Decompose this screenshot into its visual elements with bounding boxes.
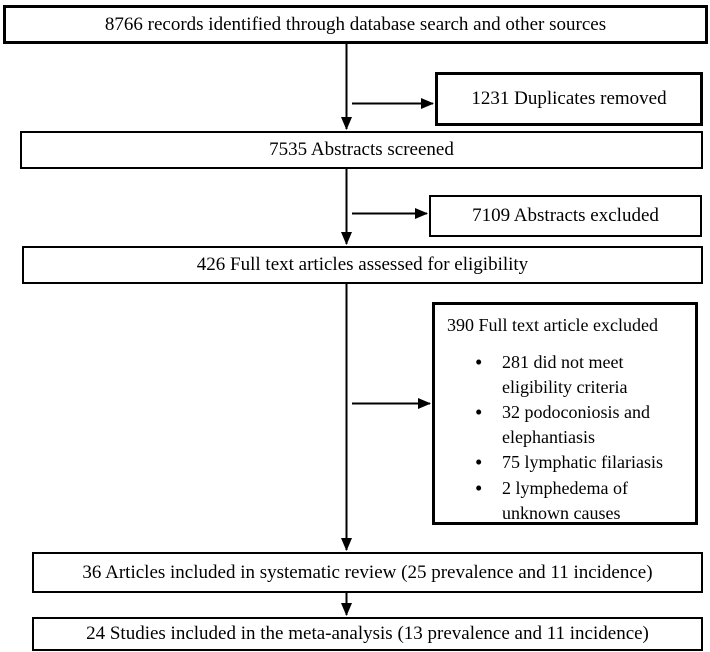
bullet-icon: [475, 400, 502, 450]
systematic-review-included-box: 36 Articles included in systematic revie…: [32, 552, 703, 593]
bullet-icon: [475, 350, 502, 400]
list-item-text: 32 podoconiosis and elephantiasis: [502, 402, 650, 447]
fulltext-excluded-title: 390 Full text article excluded: [447, 315, 658, 335]
abstracts-excluded-box: 7109 Abstracts excluded: [429, 195, 702, 237]
fulltext-assessed-box: 426 Full text articles assessed for elig…: [22, 246, 703, 284]
list-item: 2 lymphedema of unknown causes: [447, 476, 689, 526]
list-item: 281 did not meet eligibility criteria: [447, 350, 689, 400]
list-item-text: 75 lymphatic filariasis: [502, 452, 663, 472]
list-item-text: 281 did not meet eligibility criteria: [502, 352, 628, 397]
abstracts-screened-box: 7535 Abstracts screened: [20, 131, 703, 169]
records-identified-box: 8766 records identified through database…: [3, 5, 708, 44]
bullet-icon: [475, 450, 502, 476]
fulltext-excluded-list: 281 did not meet eligibility criteria 32…: [447, 350, 689, 526]
list-item: 32 podoconiosis and elephantiasis: [447, 400, 689, 450]
fulltext-excluded-box: 390 Full text article excluded 281 did n…: [432, 302, 698, 525]
meta-analysis-included-box: 24 Studies included in the meta-analysis…: [32, 617, 703, 651]
list-item-text: 2 lymphedema of unknown causes: [502, 478, 628, 523]
duplicates-removed-box: 1231 Duplicates removed: [435, 72, 703, 126]
list-item: 75 lymphatic filariasis: [447, 450, 689, 476]
bullet-icon: [475, 476, 502, 526]
